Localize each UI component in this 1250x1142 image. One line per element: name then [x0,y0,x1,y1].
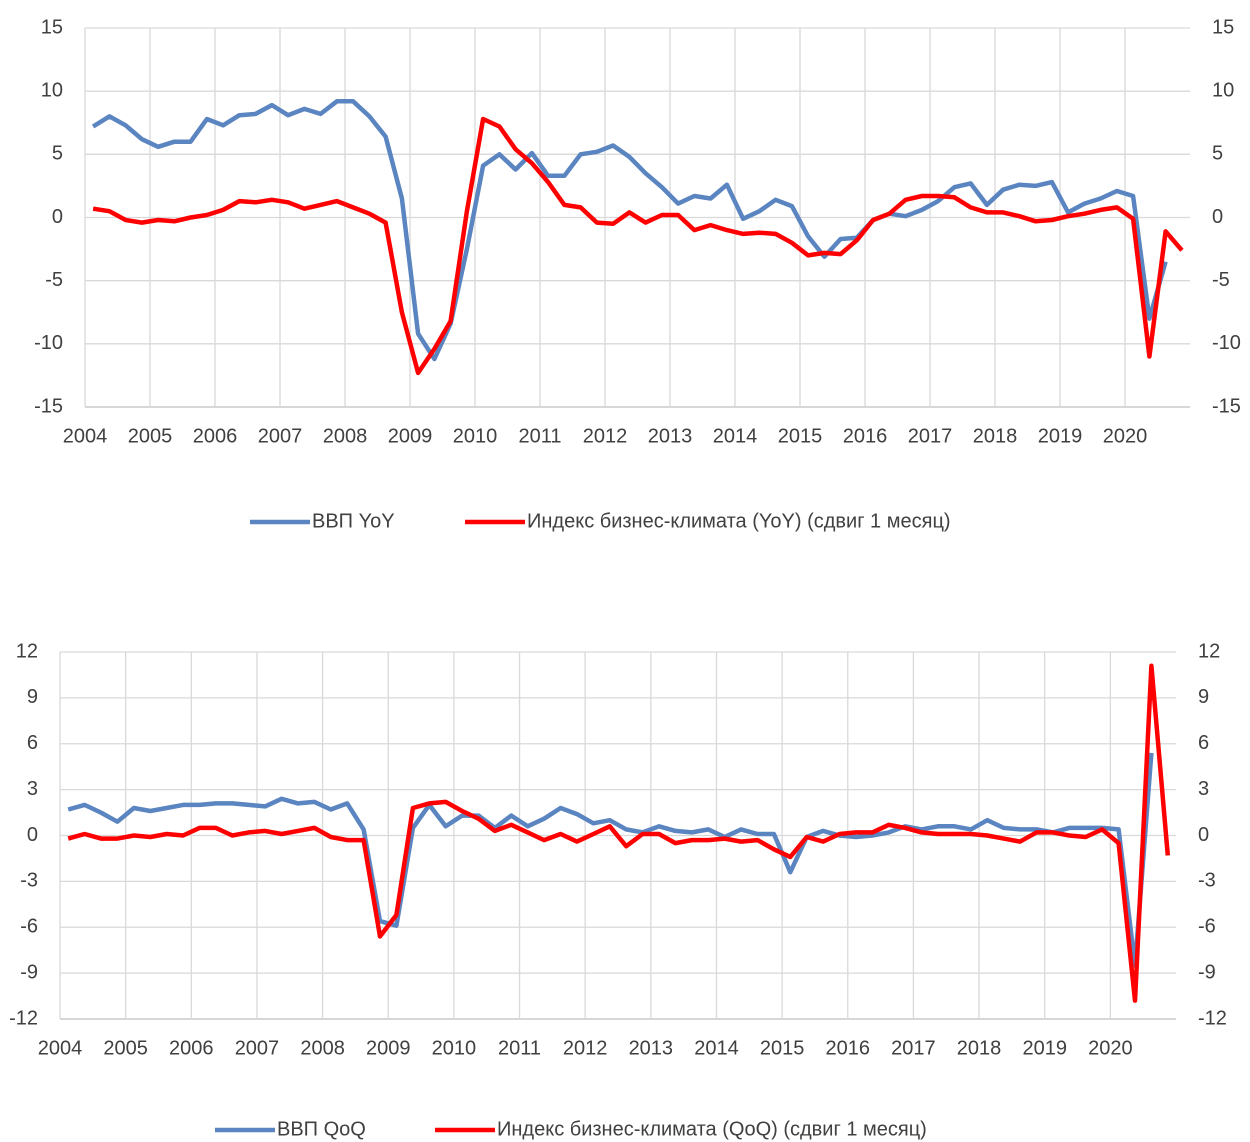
y-tick-label: -15 [34,395,63,417]
series-line [67,752,1154,968]
y-tick-label: 3 [27,778,38,800]
x-tick-label: 2015 [760,1037,805,1059]
y-tick-label: -6 [20,916,38,938]
x-tick-label: 2009 [366,1037,411,1059]
x-tick-label: 2008 [300,1037,345,1059]
y2-tick-label: -3 [1198,870,1216,892]
x-tick-label: 2004 [38,1037,83,1059]
x-tick-label: 2010 [432,1037,477,1059]
x-tick-label: 2006 [193,425,238,447]
x-tick-label: 2014 [713,425,758,447]
y2-tick-label: 10 [1212,79,1234,101]
x-tick-label: 2006 [169,1037,214,1059]
x-tick-label: 2012 [563,1037,608,1059]
y2-tick-label: -12 [1198,1007,1227,1029]
y2-tick-label: 12 [1198,640,1220,662]
y-tick-label: 0 [27,824,38,846]
x-tick-label: 2005 [103,1037,148,1059]
x-tick-label: 2012 [583,425,628,447]
y-tick-label: -5 [45,269,63,291]
legend-label: Индекс бизнес-климата (YoY) (сдвиг 1 мес… [527,510,951,532]
y2-tick-label: 9 [1198,686,1209,708]
y2-tick-label: 5 [1212,143,1223,165]
x-tick-label: 2007 [258,425,303,447]
y-tick-label: -12 [9,1007,38,1029]
x-tick-label: 2013 [629,1037,674,1059]
y-tick-label: 10 [41,79,63,101]
x-tick-label: 2019 [1038,425,1083,447]
legend-label: ВВП YoY [312,510,395,532]
x-tick-label: 2007 [235,1037,280,1059]
x-tick-label: 2020 [1103,425,1148,447]
series-line [91,99,1168,362]
y-tick-label: 15 [41,16,63,38]
x-tick-label: 2014 [694,1037,739,1059]
y2-tick-label: 0 [1212,206,1223,228]
y2-tick-label: 6 [1198,732,1209,754]
y-tick-label: -10 [34,332,63,354]
y2-tick-label: -6 [1198,916,1216,938]
y2-tick-label: -5 [1212,269,1230,291]
y2-tick-label: -9 [1198,961,1216,983]
y-tick-label: 9 [27,686,38,708]
x-tick-label: 2019 [1022,1037,1067,1059]
y2-tick-label: -10 [1212,332,1241,354]
y2-tick-label: 3 [1198,778,1209,800]
x-tick-label: 2009 [388,425,433,447]
y-tick-label: -3 [20,870,38,892]
x-tick-label: 2004 [63,425,108,447]
y-tick-label: 6 [27,732,38,754]
x-tick-label: 2008 [323,425,368,447]
y2-tick-label: 15 [1212,16,1234,38]
x-tick-label: 2011 [498,1037,541,1059]
y2-tick-label: -15 [1212,395,1241,417]
series-line [67,663,1171,1003]
x-tick-label: 2015 [778,425,823,447]
x-tick-label: 2020 [1088,1037,1133,1059]
x-tick-label: 2005 [128,425,173,447]
x-tick-label: 2017 [908,425,953,447]
x-tick-label: 2011 [518,425,561,447]
series-line [92,116,1184,376]
x-tick-label: 2013 [648,425,693,447]
y-tick-label: 12 [16,640,38,662]
x-tick-label: 2016 [843,425,888,447]
x-tick-label: 2018 [973,425,1018,447]
x-tick-label: 2018 [957,1037,1002,1059]
x-tick-label: 2017 [891,1037,936,1059]
y-tick-label: 5 [52,143,63,165]
y-tick-label: 0 [52,206,63,228]
x-tick-label: 2010 [453,425,498,447]
legend-label: ВВП QoQ [277,1118,366,1140]
x-tick-label: 2016 [826,1037,871,1059]
y-tick-label: -9 [20,961,38,983]
legend-label: Индекс бизнес-климата (QoQ) (сдвиг 1 мес… [497,1118,927,1140]
y2-tick-label: 0 [1198,824,1209,846]
